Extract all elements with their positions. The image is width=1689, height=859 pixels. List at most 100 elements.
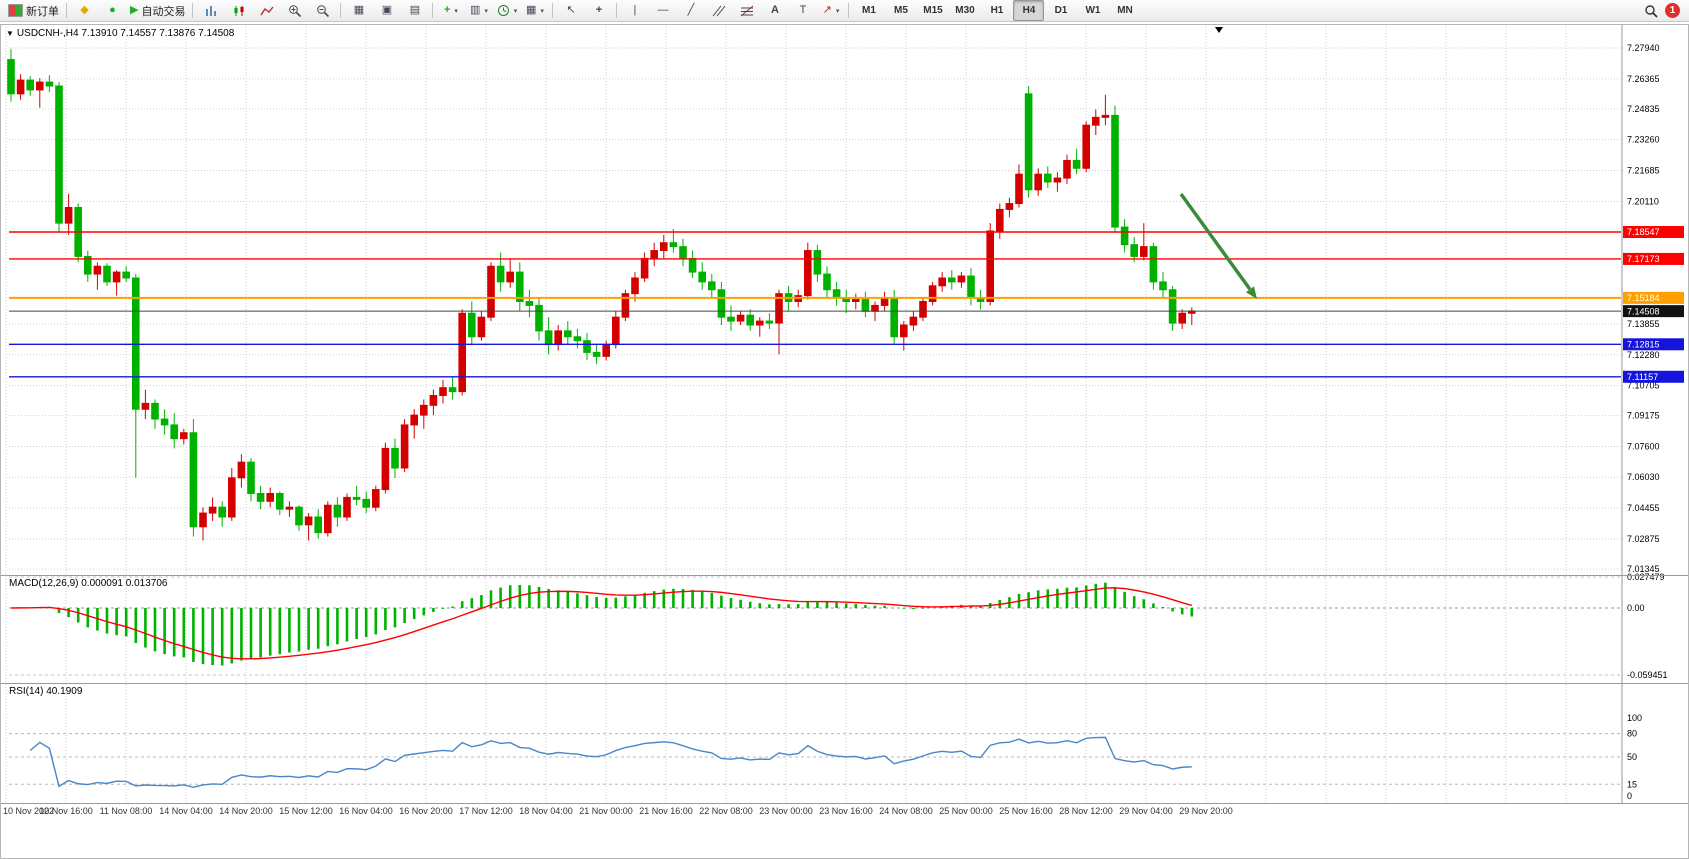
- tile-windows-button[interactable]: ▦: [345, 0, 372, 21]
- profiles-button[interactable]: ▥ ▾: [465, 0, 492, 21]
- arrows-tool-button[interactable]: ↗ ▾: [817, 0, 844, 21]
- text-button[interactable]: A: [761, 0, 788, 21]
- new-order-label: 新订单: [26, 5, 59, 18]
- svg-text:80: 80: [1627, 729, 1637, 739]
- timeframe-button-w1[interactable]: W1: [1085, 5, 1101, 16]
- timeframe-button-m5[interactable]: M5: [894, 5, 908, 16]
- vertical-line-button[interactable]: |: [621, 0, 648, 21]
- line-chart-button[interactable]: [253, 0, 280, 21]
- svg-text:7.24835: 7.24835: [1627, 104, 1660, 114]
- symbol-ohlc-text: USDCNH-,H4 7.13910 7.14557 7.13876 7.145…: [16, 28, 235, 39]
- svg-text:7.04455: 7.04455: [1627, 503, 1660, 513]
- one-click-trading-icon[interactable]: ▼: [6, 29, 14, 38]
- arrange-windows-icon: ▣: [381, 4, 393, 16]
- trend-arrow-annotation: [1245, 286, 1257, 299]
- timeframe-button-d1[interactable]: D1: [1054, 5, 1068, 16]
- bar-chart-button[interactable]: [197, 0, 224, 21]
- autotrading-play-icon: ▶: [130, 4, 139, 16]
- horizontal-line-button[interactable]: —: [649, 0, 676, 21]
- metaeditor-icon: ◆: [80, 4, 89, 16]
- cascade-windows-button[interactable]: ▤: [401, 0, 428, 21]
- svg-text:7.18547: 7.18547: [1627, 227, 1660, 237]
- crosshair-button[interactable]: +: [585, 0, 612, 21]
- cursor-button[interactable]: ↖: [557, 0, 584, 21]
- svg-text:18 Nov 04:00: 18 Nov 04:00: [519, 806, 573, 816]
- timeframe-button-mn[interactable]: MN: [1117, 5, 1133, 16]
- macd-indicator-label: MACD(12,26,9) 0.000091 0.013706: [9, 578, 168, 589]
- arrows-tool-icon: ↗: [822, 4, 832, 16]
- svg-text:100: 100: [1627, 713, 1642, 723]
- svg-text:25 Nov 00:00: 25 Nov 00:00: [939, 806, 993, 816]
- chart-window: 10 Nov 2022 10 Nov 16:00 11 Nov 08:00 14 No…: [0, 24, 1689, 859]
- search-button[interactable]: [1637, 0, 1664, 21]
- templates-button[interactable]: ▦ ▾: [521, 0, 548, 21]
- chart-symbol-title: ▼ USDCNH-,H4 7.13910 7.14557 7.13876 7.14…: [6, 28, 234, 39]
- toolbar-separator: [432, 3, 434, 18]
- svg-text:10 Nov 2022: 10 Nov 2022: [3, 806, 54, 816]
- svg-text:16 Nov 04:00: 16 Nov 04:00: [339, 806, 393, 816]
- chart-end-marker: [1215, 27, 1223, 33]
- horizontal-line-icon: —: [657, 4, 669, 16]
- text-icon: A: [770, 4, 779, 16]
- toolbar-separator: [616, 3, 618, 18]
- market-button[interactable]: ●: [99, 0, 126, 21]
- market-icon: ●: [109, 4, 116, 16]
- clock-icon: [497, 5, 509, 16]
- timeframe-button-h4[interactable]: H4: [1013, 0, 1045, 21]
- channel-button[interactable]: [705, 0, 732, 21]
- svg-text:7.10705: 7.10705: [1627, 381, 1660, 391]
- toolbar-separator: [192, 3, 194, 18]
- fibonacci-button[interactable]: [733, 0, 760, 21]
- fibonacci-icon: [740, 5, 754, 16]
- timeframe-button-h1[interactable]: H1: [990, 5, 1004, 16]
- svg-text:21 Nov 00:00: 21 Nov 00:00: [579, 806, 633, 816]
- main-toolbar: 新订单 ◆ ● ▶ 自动交易 ▦ ▣ ▤ + ▾ ▥ ▾ ▾ ▦ ▾ ↖ + | — …: [0, 0, 1689, 22]
- text-label-icon: T: [799, 4, 807, 16]
- trendline-button[interactable]: ╱: [677, 0, 704, 21]
- svg-text:7.12815: 7.12815: [1627, 340, 1660, 350]
- zoom-out-button[interactable]: [309, 0, 336, 21]
- new-order-icon: [8, 4, 23, 17]
- autotrading-button[interactable]: ▶ 自动交易: [127, 0, 188, 21]
- timeframe-button-m1[interactable]: M1: [862, 5, 876, 16]
- svg-text:7.11157: 7.11157: [1627, 372, 1658, 382]
- trendline-icon: ╱: [687, 4, 695, 16]
- new-order-button[interactable]: 新订单: [5, 0, 62, 21]
- svg-text:7.23260: 7.23260: [1627, 135, 1660, 145]
- rsi-indicator-label: RSI(14) 40.1909: [9, 686, 83, 697]
- svg-text:7.09175: 7.09175: [1627, 411, 1660, 421]
- svg-text:17 Nov 12:00: 17 Nov 12:00: [459, 806, 513, 816]
- candlestick-button[interactable]: [225, 0, 252, 21]
- zoom-in-button[interactable]: [281, 0, 308, 21]
- line-chart-icon: [260, 6, 274, 15]
- templates-icon: ▦: [526, 4, 537, 16]
- svg-text:7.12280: 7.12280: [1627, 350, 1660, 360]
- svg-text:23 Nov 00:00: 23 Nov 00:00: [759, 806, 813, 816]
- notification-badge[interactable]: 1: [1665, 3, 1680, 18]
- svg-text:24 Nov 08:00: 24 Nov 08:00: [879, 806, 933, 816]
- svg-text:7.21685: 7.21685: [1627, 166, 1660, 176]
- new-chart-button[interactable]: + ▾: [437, 0, 464, 21]
- svg-text:29 Nov 20:00: 29 Nov 20:00: [1179, 806, 1233, 816]
- rsi-layer: [9, 733, 1621, 789]
- tile-windows-icon: ▦: [353, 4, 365, 16]
- svg-text:0.00: 0.00: [1627, 603, 1645, 613]
- svg-text:7.01345: 7.01345: [1627, 564, 1660, 574]
- svg-text:-0.059451: -0.059451: [1627, 670, 1668, 680]
- channel-icon: [713, 5, 726, 16]
- svg-text:0: 0: [1627, 791, 1632, 801]
- new-chart-icon: +: [443, 4, 451, 16]
- macd-layer: [9, 576, 1621, 676]
- svg-text:15 Nov 12:00: 15 Nov 12:00: [279, 806, 333, 816]
- timeframe-button-m30[interactable]: M30: [955, 5, 975, 16]
- text-label-button[interactable]: T: [789, 0, 816, 21]
- timeframe-button-m15[interactable]: M15: [923, 5, 943, 16]
- svg-text:16 Nov 20:00: 16 Nov 20:00: [399, 806, 453, 816]
- arrange-windows-button[interactable]: ▣: [373, 0, 400, 21]
- svg-text:22 Nov 08:00: 22 Nov 08:00: [699, 806, 753, 816]
- period-clock-button[interactable]: ▾: [493, 0, 520, 21]
- notification-count: 1: [1669, 5, 1676, 16]
- metaeditor-button[interactable]: ◆: [71, 0, 98, 21]
